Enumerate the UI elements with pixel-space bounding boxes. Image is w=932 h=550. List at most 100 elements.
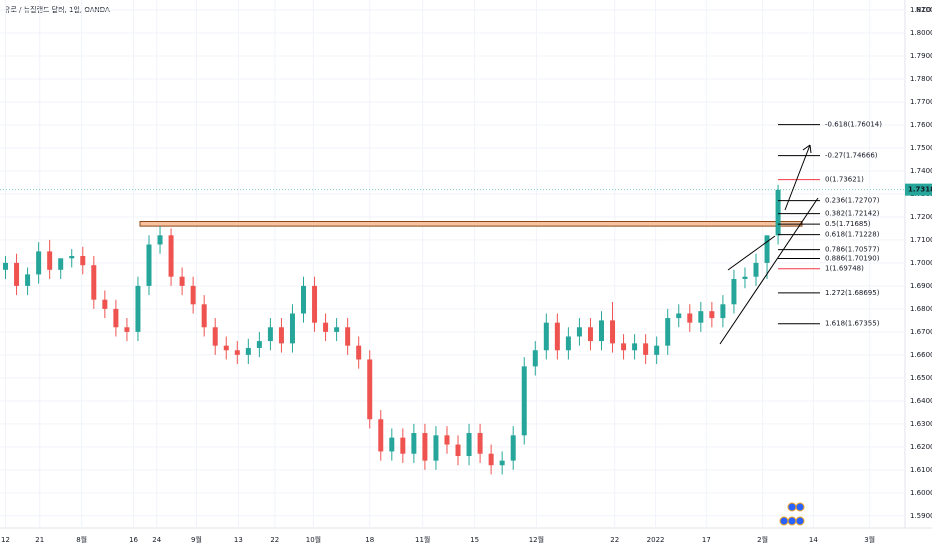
candle-body <box>665 318 671 346</box>
x-tick-label: 21 <box>35 536 44 544</box>
candle-body <box>433 435 439 461</box>
candle-body <box>312 285 318 323</box>
y-tick-label: 1.60000 <box>910 489 932 497</box>
candle-body <box>157 235 163 245</box>
candle-body <box>598 320 604 342</box>
candle-body <box>278 327 284 344</box>
y-tick-label: 1.61000 <box>910 466 932 474</box>
fib-label: 0.382(1.72142) <box>825 210 880 218</box>
candle-body <box>654 345 660 355</box>
candle-body <box>543 322 549 351</box>
last-price-tag <box>905 183 932 196</box>
last-price-label: 1.73187 <box>908 186 932 194</box>
y-tick-label: 1.74000 <box>910 167 932 175</box>
y-tick-label: 1.67000 <box>910 328 932 336</box>
y-tick-label: 1.68000 <box>910 305 932 313</box>
y-tick-label: 1.62000 <box>910 443 932 451</box>
fib-label: 0.618(1.71228) <box>825 231 880 239</box>
candle-body <box>201 304 207 328</box>
candle-body <box>632 343 638 351</box>
trend-line <box>727 235 776 271</box>
x-tick-label: 11월 <box>415 535 430 544</box>
candle-body <box>334 327 340 332</box>
candle-body <box>676 313 682 319</box>
y-tick-label: 1.79000 <box>910 52 932 60</box>
y-tick-label: 1.70000 <box>910 259 932 267</box>
candle-body <box>267 327 273 342</box>
candle-body <box>289 313 295 344</box>
candle-body <box>135 285 141 332</box>
candle-body <box>323 322 329 332</box>
resistance-zone <box>139 221 803 227</box>
candle-body <box>510 435 516 461</box>
x-tick-label: 15 <box>470 536 479 544</box>
candle-body <box>775 189 781 236</box>
candle-body <box>720 304 726 319</box>
candle-body <box>444 435 450 445</box>
candle-body <box>753 262 759 277</box>
candle-body <box>455 444 461 457</box>
x-tick-label: 22 <box>610 536 619 544</box>
x-tick-label: 8월 <box>76 535 87 544</box>
candle-body <box>709 311 715 319</box>
candle-body <box>179 276 185 286</box>
candle-body <box>698 311 704 323</box>
candle-body <box>466 433 472 457</box>
candle-body <box>422 433 428 461</box>
currency-label: NZD <box>916 6 931 14</box>
y-tick-label: 1.66000 <box>910 351 932 359</box>
candle-body <box>587 327 593 342</box>
candle-body <box>91 265 97 300</box>
fib-label: 0.236(1.72707) <box>825 197 880 205</box>
y-tick-label: 1.71000 <box>910 236 932 244</box>
y-tick-label: 1.75000 <box>910 144 932 152</box>
candle-body <box>69 256 75 259</box>
y-tick-label: 1.63000 <box>910 420 932 428</box>
x-tick-label: 2022 <box>647 536 665 544</box>
y-tick-label: 1.65000 <box>910 374 932 382</box>
x-tick-label: 13 <box>234 536 243 544</box>
candle-body <box>146 244 152 286</box>
x-tick-label: 10월 <box>306 535 321 544</box>
candle-body <box>212 327 218 346</box>
candle-body <box>488 453 494 466</box>
candle-body <box>356 345 362 360</box>
fib-label: -0.27(1.74666) <box>825 152 878 160</box>
candle-body <box>3 262 9 270</box>
candle-body <box>234 350 240 355</box>
candle-body <box>14 262 20 286</box>
y-tick-label: 1.64000 <box>910 397 932 405</box>
x-tick-label: 9월 <box>191 535 202 544</box>
candle-body <box>742 276 748 279</box>
fib-label: 0.786(1.70577) <box>825 246 880 254</box>
fib-label: 0.886(1.70190) <box>825 255 880 263</box>
candle-body <box>731 278 737 305</box>
candle-body <box>102 299 108 309</box>
y-tick-label: 1.69000 <box>910 282 932 290</box>
candle-body <box>113 308 119 328</box>
candle-body <box>80 256 86 266</box>
projection-arrow <box>784 144 811 211</box>
y-tick-label: 1.76000 <box>910 121 932 129</box>
y-tick-label: 1.78000 <box>910 75 932 83</box>
fib-label: 0.5(1.71685) <box>825 220 871 228</box>
candle-body <box>345 327 351 346</box>
x-tick-label: 12월 <box>529 535 544 544</box>
candle-body <box>25 274 31 286</box>
candle-body <box>400 437 406 454</box>
candle-body <box>378 419 384 452</box>
candle-body <box>256 341 262 348</box>
candle-body <box>190 285 196 305</box>
candle-body <box>621 343 627 351</box>
x-tick-label: 18 <box>365 536 374 544</box>
candle-body <box>47 251 53 270</box>
arrow-head <box>802 144 812 154</box>
x-tick-label: 3월 <box>864 535 875 544</box>
candle-body <box>499 460 505 466</box>
y-tick-label: 1.77000 <box>910 98 932 106</box>
y-tick-label: 1.59000 <box>910 512 932 520</box>
candle-body <box>367 359 373 420</box>
x-tick-label: 12 <box>1 536 10 544</box>
y-tick-label: 1.81000 <box>910 6 932 14</box>
